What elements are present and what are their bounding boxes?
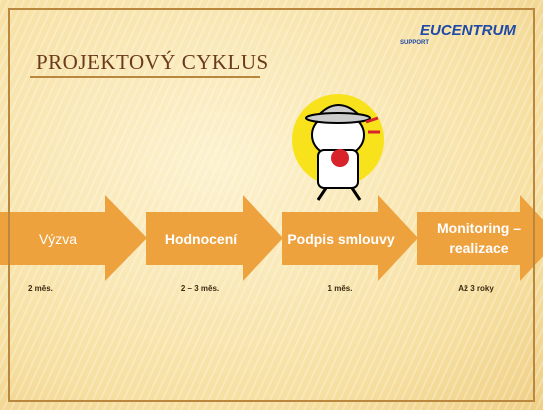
step-label: Výzva xyxy=(8,212,108,265)
title-underline xyxy=(30,76,260,78)
logo-sub: SUPPORT xyxy=(400,40,429,46)
step-label: Podpis smlouvy xyxy=(282,212,400,265)
slide-title: PROJEKTOVÝ CYKLUS xyxy=(36,50,269,75)
clip-art xyxy=(292,94,384,200)
step-duration: 2 – 3 měs. xyxy=(160,284,240,293)
step-label: Monitoring – realizace xyxy=(420,205,538,271)
slide: EUCENTRUM SUPPORT PROJEKTOVÝ CYKLUS Výzv… xyxy=(0,0,543,410)
step-duration: 1 měs. xyxy=(300,284,380,293)
step-duration: Až 3 roky xyxy=(436,284,516,293)
step-duration: 2 měs. xyxy=(28,284,68,293)
logo: EUCENTRUM xyxy=(420,22,516,39)
step-label: Hodnocení xyxy=(146,212,256,265)
